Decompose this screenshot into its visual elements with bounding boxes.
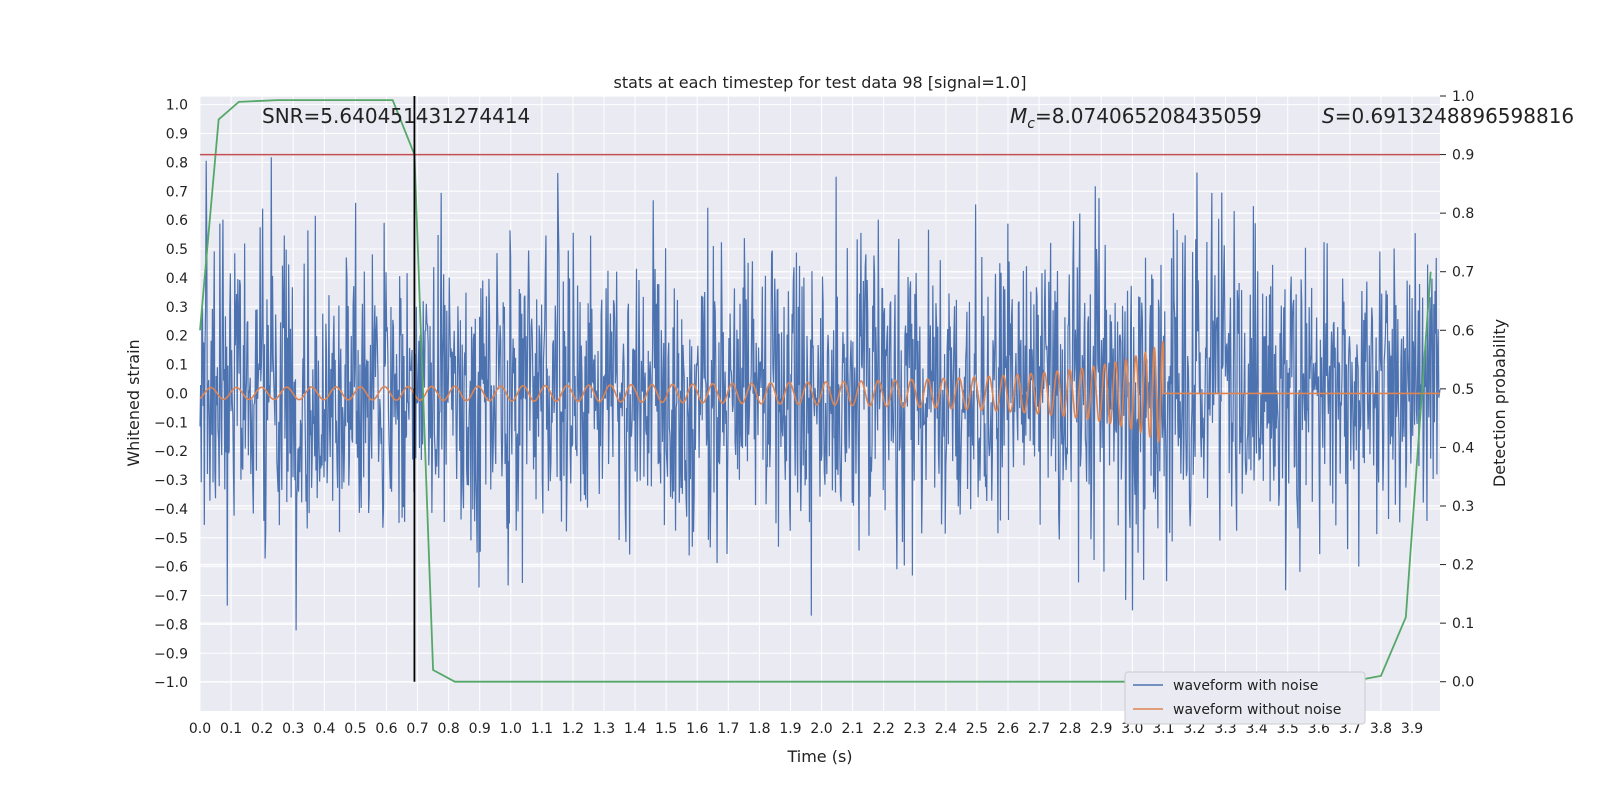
markers [200, 96, 1440, 682]
x-axis-ticks: 0.0 0.1 0.2 0.3 0.4 0.5 0.6 0.7 0.8 0.9 1.0 1.1 1.2 1… [189, 721, 1423, 737]
right-tick-label: 1.0 [1452, 89, 1474, 105]
left-tick-label: −0.1 [154, 415, 188, 431]
x-axis-label: Time (s) [786, 747, 852, 766]
x-tick-label: 2.4 [935, 721, 957, 737]
x-tick-label: 1.8 [748, 721, 770, 737]
left-tick-label: 0.7 [166, 184, 188, 200]
x-tick-label: 2.1 [841, 721, 863, 737]
x-tick-label: 0.9 [469, 721, 491, 737]
left-tick-label: −0.5 [154, 531, 188, 547]
x-tick-label: 2.3 [904, 721, 926, 737]
x-tick-label: 0.7 [406, 721, 428, 737]
chirp-mass-symbol: M [1010, 104, 1027, 128]
legend-entry-noise: waveform with noise [1173, 678, 1318, 694]
left-tick-label: 0.9 [166, 127, 188, 143]
left-tick-label: 0.0 [166, 386, 188, 402]
left-tick-label: −0.6 [154, 560, 188, 576]
s-symbol: S [1322, 104, 1335, 128]
legend-entry-clean: waveform without noise [1173, 702, 1341, 718]
left-tick-label: 0.4 [166, 271, 188, 287]
legend: waveform with noise waveform without noi… [1124, 671, 1366, 725]
x-tick-label: 1.2 [562, 721, 584, 737]
right-tick-label: 0.6 [1452, 323, 1474, 339]
left-tick-label: −0.3 [154, 473, 188, 489]
series-waveform-with-noise [199, 157, 1441, 631]
x-tick-label: 2.5 [966, 721, 988, 737]
x-tick-label: 0.0 [189, 721, 211, 737]
x-tick-label: 1.9 [779, 721, 801, 737]
left-tick-label: 0.1 [166, 358, 188, 374]
x-tick-label: 3.6 [1308, 721, 1330, 737]
x-tick-label: 2.2 [873, 721, 895, 737]
x-tick-label: 1.7 [717, 721, 739, 737]
x-tick-label: 3.0 [1121, 721, 1143, 737]
x-tick-label: 0.1 [220, 721, 242, 737]
series-line-clean [199, 340, 1440, 443]
left-tick-label: −0.4 [154, 502, 188, 518]
x-tick-label: 1.4 [624, 721, 646, 737]
x-tick-label: 1.6 [686, 721, 708, 737]
x-tick-label: 1.1 [531, 721, 553, 737]
left-tick-label: −0.9 [154, 646, 188, 662]
x-tick-label: 0.4 [313, 721, 335, 737]
x-tick-label: 3.1 [1152, 721, 1174, 737]
left-tick-label: −0.7 [154, 589, 188, 605]
right-tick-label: 0.9 [1452, 148, 1474, 164]
right-tick-label: 0.4 [1452, 440, 1474, 456]
chirp-mass-annotation: Mc=8.074065208435059 [1010, 104, 1262, 132]
x-tick-label: 3.4 [1246, 721, 1268, 737]
left-tick-label: −1.0 [154, 675, 188, 691]
chart-title: stats at each timestep for test data 98 … [614, 73, 1027, 92]
s-annotation: S=0.6913248896598816 [1322, 104, 1574, 128]
left-tick-label: −0.8 [154, 617, 188, 633]
x-tick-label: 1.0 [500, 721, 522, 737]
legend-box [1124, 671, 1366, 725]
right-tick-label: 0.1 [1452, 616, 1474, 632]
right-tick-label: 0.7 [1452, 265, 1474, 281]
right-tick-label: 0.0 [1452, 675, 1474, 691]
x-tick-label: 0.2 [251, 721, 273, 737]
x-tick-label: 0.3 [282, 721, 304, 737]
y-axis-label-left: Whitened strain [124, 339, 143, 466]
x-tick-label: 0.8 [437, 721, 459, 737]
right-tick-label: 0.2 [1452, 558, 1474, 574]
x-tick-label: 1.3 [593, 721, 615, 737]
left-axis-ticks: 1.0 0.9 0.8 0.7 0.6 0.5 0.4 0.3 0.2 0.1 0.0 −0.1 −0.… [154, 98, 188, 691]
left-tick-label: 0.3 [166, 300, 188, 316]
chirp-mass-value: =8.074065208435059 [1035, 104, 1262, 128]
left-tick-label: 0.2 [166, 329, 188, 345]
x-tick-label: 2.8 [1059, 721, 1081, 737]
x-tick-label: 1.5 [655, 721, 677, 737]
right-tick-label: 0.8 [1452, 206, 1474, 222]
x-tick-label: 0.6 [375, 721, 397, 737]
x-tick-label: 3.8 [1370, 721, 1392, 737]
x-tick-label: 2.9 [1090, 721, 1112, 737]
series-waveform-without-noise [199, 340, 1440, 443]
left-tick-label: −0.2 [154, 444, 188, 460]
x-tick-label: 3.7 [1339, 721, 1361, 737]
y-axis-label-right: Detection probability [1490, 319, 1509, 487]
x-tick-label: 3.2 [1183, 721, 1205, 737]
s-value: =0.6913248896598816 [1335, 104, 1574, 128]
left-tick-label: 0.6 [166, 213, 188, 229]
x-tick-label: 3.3 [1214, 721, 1236, 737]
x-tick-label: 0.5 [344, 721, 366, 737]
x-tick-label: 2.6 [997, 721, 1019, 737]
left-tick-label: 0.8 [166, 155, 188, 171]
x-tick-label: 2.7 [1028, 721, 1050, 737]
x-tick-label: 3.5 [1277, 721, 1299, 737]
right-tick-label: 0.3 [1452, 499, 1474, 515]
right-tick-label: 0.5 [1452, 382, 1474, 398]
snr-annotation: SNR=5.640451431274414 [262, 104, 530, 128]
left-tick-label: 0.5 [166, 242, 188, 258]
x-tick-label: 3.9 [1401, 721, 1423, 737]
right-axis-ticks: 1.0 0.9 0.8 0.7 0.6 0.5 0.4 0.3 0.2 0.1 0.0 [1440, 89, 1474, 691]
left-tick-label: 1.0 [166, 98, 188, 114]
chirp-mass-subscript: c [1027, 116, 1035, 132]
x-tick-label: 2.0 [810, 721, 832, 737]
series-line-noise [199, 157, 1441, 631]
